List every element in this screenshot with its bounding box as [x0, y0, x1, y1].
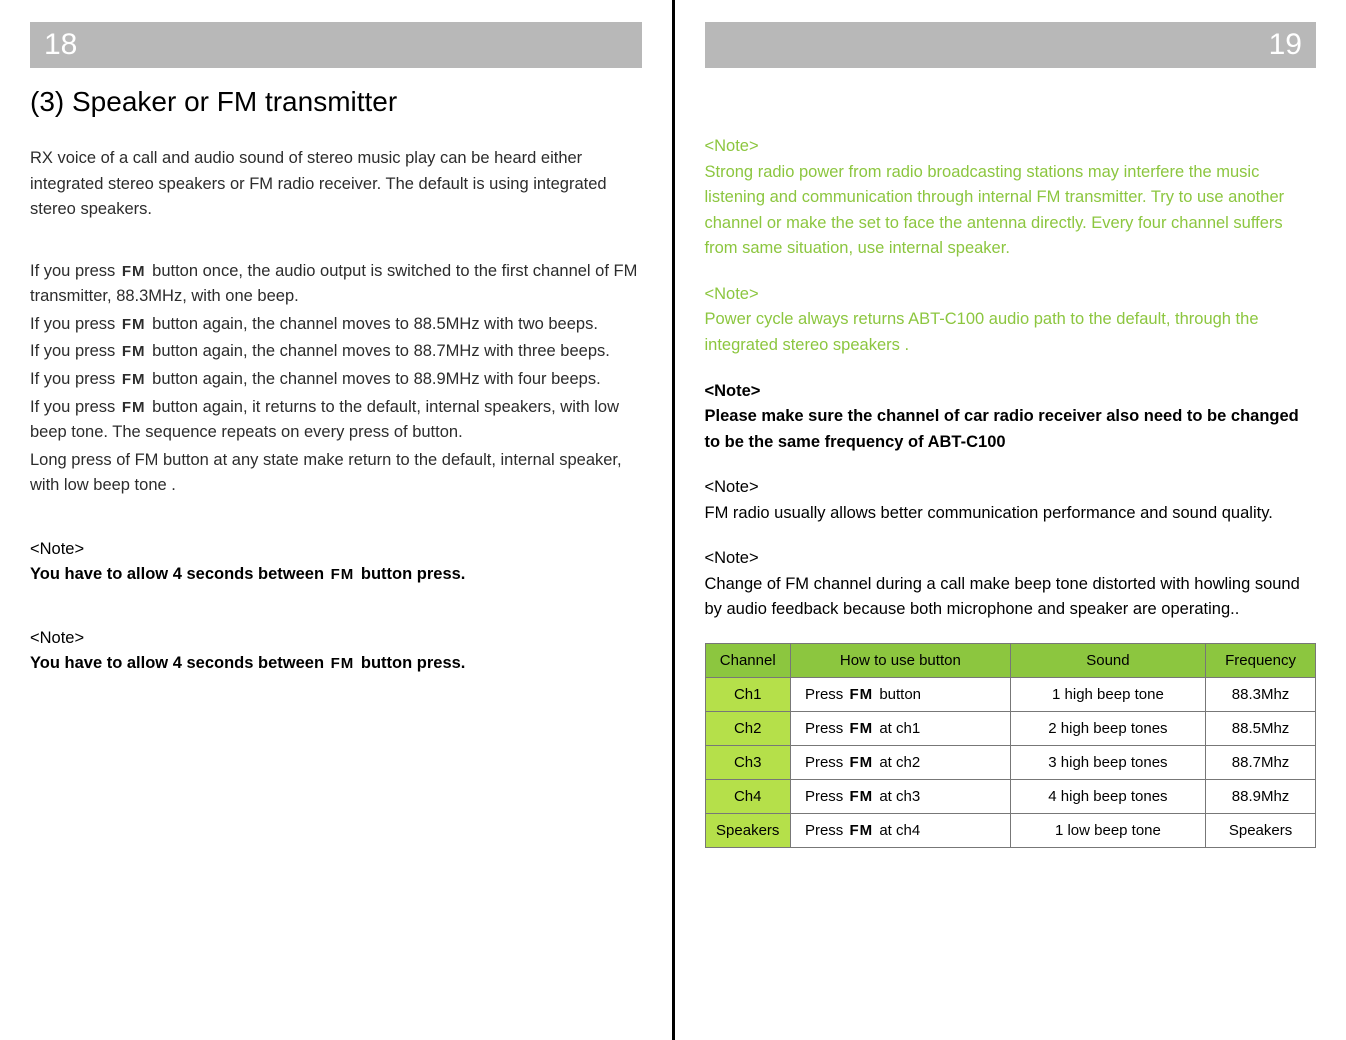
- intro-text: RX voice of a call and audio sound of st…: [30, 146, 642, 223]
- cell-channel: Ch4: [705, 780, 790, 814]
- page-right: 19 <Note> Strong radio power from radio …: [675, 0, 1346, 1040]
- p4b: button again, the channel moves to 88.9M…: [152, 370, 601, 388]
- table-row: SpeakersPress FM at ch41 low beep toneSp…: [705, 814, 1316, 848]
- p3a: If you press: [30, 342, 120, 360]
- note-1: <Note> You have to allow 4 seconds betwe…: [30, 537, 642, 588]
- note-2: <Note> You have to allow 4 seconds betwe…: [30, 626, 642, 677]
- fm-icon: FM: [120, 340, 148, 363]
- note-d: <Note> FM radio usually allows better co…: [705, 475, 1317, 526]
- page-left: 18 (3) Speaker or FM transmitter RX voic…: [0, 0, 675, 1040]
- p3b: button again, the channel moves to 88.7M…: [152, 342, 610, 360]
- table-row: Ch2Press FM at ch12 high beep tones88.5M…: [705, 712, 1316, 746]
- p6: Long press of FM button at any state mak…: [30, 451, 622, 495]
- note-header: <Note>: [705, 282, 1317, 308]
- cell-sound: 2 high beep tones: [1010, 712, 1205, 746]
- note-body-a: You have to allow 4 seconds between: [30, 654, 329, 672]
- note-body: Power cycle always returns ABT-C100 audi…: [705, 310, 1259, 354]
- cell-channel: Ch1: [705, 678, 790, 712]
- th-sound: Sound: [1010, 644, 1205, 678]
- p2b: button again, the channel moves to 88.5M…: [152, 315, 598, 333]
- cell-how: Press FM button: [790, 678, 1010, 712]
- fm-icon: FM: [120, 396, 148, 419]
- p4a: If you press: [30, 370, 120, 388]
- note-header: <Note>: [30, 537, 642, 563]
- fm-icon: FM: [329, 563, 357, 586]
- note-header: <Note>: [705, 134, 1317, 160]
- table-row: Ch1Press FM button1 high beep tone88.3Mh…: [705, 678, 1316, 712]
- note-body: Strong radio power from radio broadcasti…: [705, 163, 1285, 258]
- fm-instructions: If you press FM button once, the audio o…: [30, 259, 642, 499]
- fm-icon: FM: [847, 822, 875, 839]
- cell-how: Press FM at ch3: [790, 780, 1010, 814]
- cell-freq: 88.3Mhz: [1206, 678, 1316, 712]
- cell-freq: 88.9Mhz: [1206, 780, 1316, 814]
- fm-icon: FM: [847, 720, 875, 737]
- th-freq: Frequency: [1206, 644, 1316, 678]
- note-header: <Note>: [705, 546, 1317, 572]
- cell-sound: 4 high beep tones: [1010, 780, 1205, 814]
- note-body: FM radio usually allows better communica…: [705, 504, 1273, 522]
- fm-icon: FM: [847, 788, 875, 805]
- cell-freq: 88.5Mhz: [1206, 712, 1316, 746]
- frequency-table: Channel How to use button Sound Frequenc…: [705, 643, 1317, 848]
- cell-channel: Speakers: [705, 814, 790, 848]
- cell-sound: 3 high beep tones: [1010, 746, 1205, 780]
- cell-sound: 1 low beep tone: [1010, 814, 1205, 848]
- table-row: Ch3Press FM at ch23 high beep tones88.7M…: [705, 746, 1316, 780]
- cell-sound: 1 high beep tone: [1010, 678, 1205, 712]
- note-b: <Note> Power cycle always returns ABT-C1…: [705, 282, 1317, 359]
- fm-icon: FM: [120, 260, 148, 283]
- note-body-a: You have to allow 4 seconds between: [30, 565, 329, 583]
- note-c: <Note> Please make sure the channel of c…: [705, 379, 1317, 456]
- page-number: 18: [44, 28, 77, 62]
- cell-freq: 88.7Mhz: [1206, 746, 1316, 780]
- note-body-b: button press.: [361, 565, 466, 583]
- fm-icon: FM: [120, 368, 148, 391]
- fm-icon: FM: [847, 754, 875, 771]
- page-number-bar-right: 19: [705, 22, 1317, 68]
- page-number: 19: [1269, 28, 1302, 62]
- p1a: If you press: [30, 262, 120, 280]
- p5a: If you press: [30, 398, 120, 416]
- note-body: Please make sure the channel of car radi…: [705, 407, 1299, 451]
- p2a: If you press: [30, 315, 120, 333]
- table-row: Ch4Press FM at ch34 high beep tones88.9M…: [705, 780, 1316, 814]
- note-body: Change of FM channel during a call make …: [705, 575, 1300, 619]
- table-header-row: Channel How to use button Sound Frequenc…: [705, 644, 1316, 678]
- note-a: <Note> Strong radio power from radio bro…: [705, 134, 1317, 262]
- fm-icon: FM: [329, 652, 357, 675]
- cell-how: Press FM at ch4: [790, 814, 1010, 848]
- section-title: (3) Speaker or FM transmitter: [30, 86, 642, 118]
- note-e: <Note> Change of FM channel during a cal…: [705, 546, 1317, 623]
- fm-icon: FM: [847, 686, 875, 703]
- cell-freq: Speakers: [1206, 814, 1316, 848]
- page-number-bar-left: 18: [30, 22, 642, 68]
- note-header: <Note>: [705, 379, 1317, 405]
- note-header: <Note>: [705, 475, 1317, 501]
- cell-channel: Ch3: [705, 746, 790, 780]
- cell-how: Press FM at ch2: [790, 746, 1010, 780]
- note-body-b: button press.: [361, 654, 466, 672]
- cell-how: Press FM at ch1: [790, 712, 1010, 746]
- th-how: How to use button: [790, 644, 1010, 678]
- note-header: <Note>: [30, 626, 642, 652]
- fm-icon: FM: [120, 313, 148, 336]
- th-channel: Channel: [705, 644, 790, 678]
- cell-channel: Ch2: [705, 712, 790, 746]
